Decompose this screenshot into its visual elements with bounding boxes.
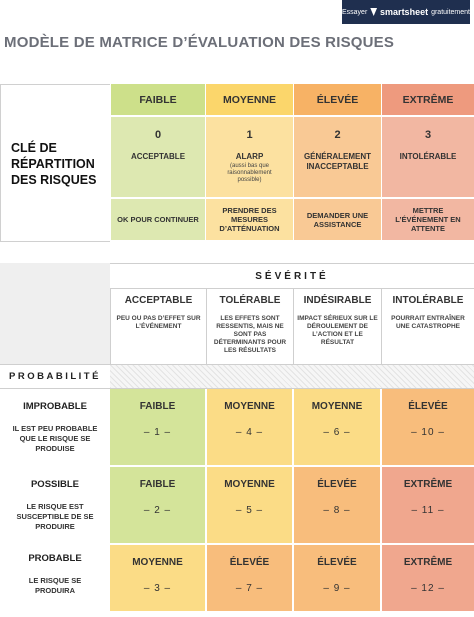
cell-number: – 10 – (411, 427, 445, 438)
cell-number: – 5 – (235, 505, 264, 516)
key-level-num: 1 (246, 129, 253, 141)
page-title: MODÈLE DE MATRICE D’ÉVALUATION DES RISQU… (4, 34, 395, 51)
key-level-action: OK POUR CONTINUER (111, 199, 205, 240)
cell-number: – 2 – (143, 505, 172, 516)
key-level-action: DEMANDER UNE ASSISTANCE (294, 199, 381, 240)
banner-prefix: Essayer (342, 8, 368, 16)
smartsheet-logo-icon (370, 8, 378, 16)
cell-level: EXTRÊME (403, 557, 453, 568)
matrix-cell: ÉLEVÉE – 8 – (294, 467, 382, 545)
severity-desc: POURRAIT ENTRAÎNER UNE CATASTROPHE (391, 315, 465, 330)
matrix-cell: ÉLEVÉE – 9 – (294, 545, 382, 613)
severity-column: TOLÉRABLE LES EFFETS SONT RESSENTIS, MAI… (207, 289, 294, 364)
probability-desc: LE RISQUE SE PRODUIRA (28, 576, 82, 595)
key-level-action: METTRE L’ÉVÉNEMENT EN ATTENTE (382, 199, 474, 240)
cell-level: ÉLEVÉE (317, 557, 357, 568)
severity-column: INTOLÉRABLE POURRAIT ENTRAÎNER UNE CATAS… (382, 289, 474, 364)
risk-matrix: SÉVÉRITÉ ACCEPTABLE PEU OU PAS D’EFFET S… (0, 263, 474, 613)
cell-number: – 7 – (235, 583, 264, 594)
matrix-corner (0, 263, 110, 364)
key-level-name: ÉLEVÉE (294, 84, 381, 117)
severity-name: ACCEPTABLE (124, 295, 193, 306)
key-level-name: EXTRÊME (382, 84, 474, 117)
matrix-cell: EXTRÊME – 11 – (382, 467, 474, 545)
key-label-cell: CLÉ DE RÉPARTITION DES RISQUES (0, 84, 110, 242)
key-column-low: FAIBLE 0 ACCEPTABLE OK POUR CONTINUER (110, 84, 205, 242)
matrix-cell: MOYENNE – 5 – (207, 467, 294, 545)
cell-number: – 8 – (323, 505, 351, 516)
severity-name: INDÉSIRABLE (303, 295, 372, 306)
key-column-extreme: EXTRÊME 3 INTOLÉRABLE METTRE L’ÉVÉNEMENT… (381, 84, 474, 242)
probability-desc: IL EST PEU PROBABLE QUE LE RISQUE SE PRO… (12, 424, 98, 453)
key-column-medium: MOYENNE 1 ALARP (aussi bas que raisonnab… (205, 84, 293, 242)
matrix-cell: MOYENNE – 3 – (110, 545, 207, 613)
key-level-detail: 1 ALARP (aussi bas que raisonnablement p… (206, 117, 293, 199)
matrix-cell: ÉLEVÉE – 7 – (207, 545, 294, 613)
probability-row-label: POSSIBLE LE RISQUE EST SUSCEPTIBLE DE SE… (0, 479, 110, 549)
cell-level: FAIBLE (139, 401, 176, 412)
cell-number: – 6 – (323, 427, 351, 438)
matrix-cell: MOYENNE – 6 – (294, 389, 382, 467)
severity-desc: PEU OU PAS D’EFFET SUR L’ÉVÉNEMENT (116, 315, 201, 330)
key-level-detail: 3 INTOLÉRABLE (382, 117, 474, 199)
banner-suffix: gratuitement (431, 8, 470, 16)
cell-level: FAIBLE (139, 479, 176, 490)
cell-number: – 11 – (411, 505, 445, 516)
cell-level: MOYENNE (224, 401, 275, 412)
cell-level: MOYENNE (311, 401, 363, 412)
key-column-high: ÉLEVÉE 2 GÉNÉRALEMENT INACCEPTABLE DEMAN… (293, 84, 381, 242)
cell-level: MOYENNE (224, 479, 275, 490)
matrix-cell: FAIBLE – 2 – (110, 467, 207, 545)
risk-key-table: CLÉ DE RÉPARTITION DES RISQUES FAIBLE 0 … (0, 84, 474, 244)
try-smartsheet-banner[interactable]: Essayer smartsheet gratuitement (342, 0, 470, 24)
key-level-num: 3 (424, 129, 432, 141)
cell-number: – 4 – (235, 427, 264, 438)
key-level-name: FAIBLE (111, 84, 205, 117)
severity-desc: LES EFFETS SONT RESSENTIS, MAIS NE SONT … (213, 315, 287, 354)
key-level-label: INTOLÉRABLE (399, 152, 457, 161)
key-level-num: 2 (334, 129, 341, 141)
matrix-cell: EXTRÊME – 12 – (382, 545, 474, 613)
key-level-detail: 0 ACCEPTABLE (111, 117, 205, 199)
matrix-cell: FAIBLE – 1 – (110, 389, 207, 467)
probability-header: PROBABILITÉ (9, 371, 101, 382)
matrix-cell: MOYENNE – 4 – (207, 389, 294, 467)
key-level-label: GÉNÉRALEMENT INACCEPTABLE (303, 152, 372, 171)
key-level-name: MOYENNE (206, 84, 293, 117)
cell-level: ÉLEVÉE (408, 401, 448, 412)
cell-number: – 1 – (143, 427, 172, 438)
probability-name: PROBABLE (28, 553, 82, 564)
cell-number: – 12 – (411, 583, 445, 594)
cell-level: ÉLEVÉE (229, 557, 270, 568)
cell-level: MOYENNE (132, 557, 183, 568)
key-level-label: ACCEPTABLE (130, 152, 186, 161)
banner-brand: smartsheet (380, 7, 429, 17)
probability-row-label: PROBABLE LE RISQUE SE PRODUIRA (0, 553, 110, 613)
cell-number: – 3 – (143, 583, 172, 594)
probability-name: POSSIBLE (30, 479, 80, 490)
probability-hatch (110, 365, 474, 388)
key-label: CLÉ DE RÉPARTITION DES RISQUES (11, 141, 97, 187)
probability-row-label: IMPROBABLE IL EST PEU PROBABLE QUE LE RI… (0, 401, 110, 471)
key-level-detail: 2 GÉNÉRALEMENT INACCEPTABLE (294, 117, 381, 199)
severity-column: INDÉSIRABLE IMPACT SÉRIEUX SUR LE DÉROUL… (294, 289, 382, 364)
probability-band: PROBABILITÉ (0, 364, 474, 389)
severity-column: ACCEPTABLE PEU OU PAS D’EFFET SUR L’ÉVÉN… (110, 289, 207, 364)
key-level-label: ALARP (235, 152, 264, 161)
cell-number: – 9 – (323, 583, 351, 594)
cell-level: ÉLEVÉE (317, 479, 357, 490)
severity-header: SÉVÉRITÉ (110, 263, 474, 289)
severity-desc: IMPACT SÉRIEUX SUR LE DÉROULEMENT DE L’A… (297, 315, 378, 346)
probability-desc: LE RISQUE EST SUSCEPTIBLE DE SE PRODUIRE (16, 502, 94, 531)
key-level-sub: (aussi bas que raisonnablement possible) (227, 163, 272, 183)
key-level-action: PRENDRE DES MESURES D’ATTÉNUATION (206, 199, 293, 240)
matrix-cell: ÉLEVÉE – 10 – (382, 389, 474, 467)
severity-name: INTOLÉRABLE (392, 295, 464, 306)
probability-name: IMPROBABLE (23, 401, 87, 412)
key-level-num: 0 (154, 129, 162, 141)
cell-level: EXTRÊME (403, 479, 453, 490)
severity-name: TOLÉRABLE (219, 295, 281, 306)
